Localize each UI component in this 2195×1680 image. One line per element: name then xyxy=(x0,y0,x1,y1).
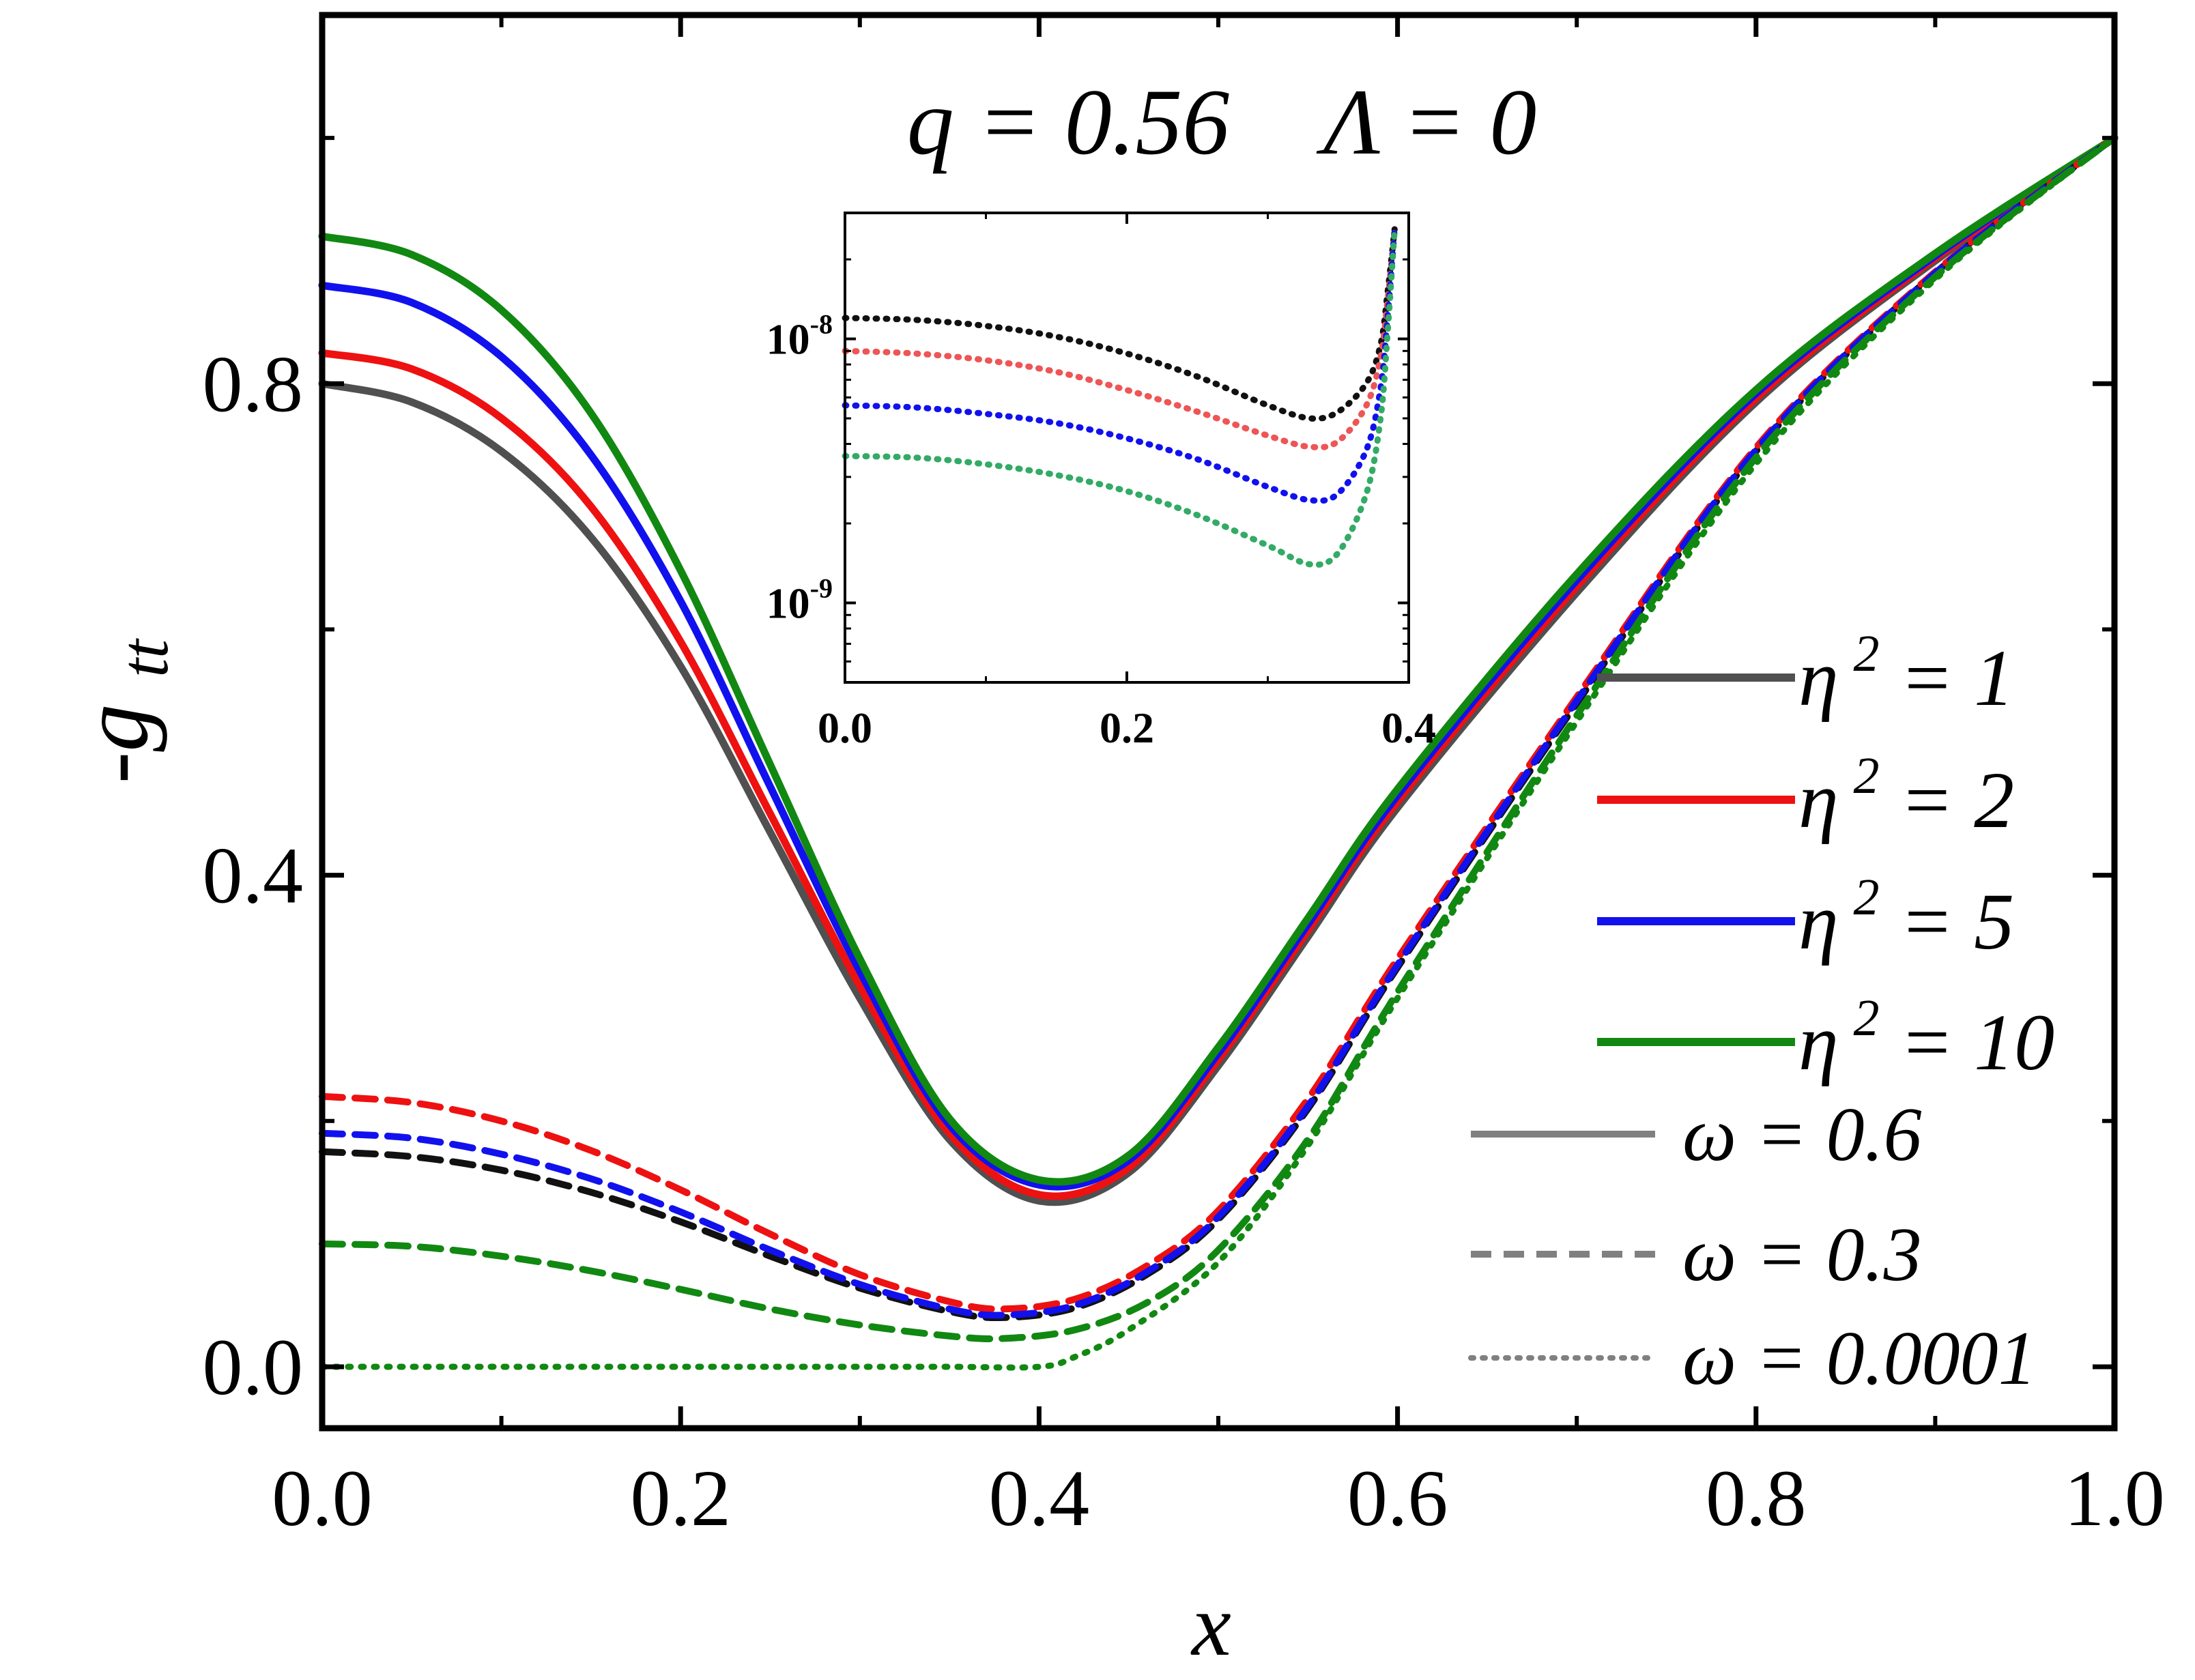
series-line-dashed-3 xyxy=(319,134,2118,1319)
legend-omega-label: ω = 0.6 xyxy=(1682,1092,1922,1177)
x-tick-label: 1.0 xyxy=(2064,1453,2165,1543)
y-tick-label: 0.0 xyxy=(203,1322,304,1412)
x-tick-label: 0.8 xyxy=(1706,1453,1807,1543)
series-line-dashed-2 xyxy=(319,134,2118,1313)
inset-x-tick-label: 0.0 xyxy=(818,704,872,752)
legend-eta-value: = 10 xyxy=(1880,998,2055,1087)
y-axis-label-subscript: tt xyxy=(106,638,182,678)
y-axis-label: -g xyxy=(62,704,168,784)
inset-series-line-4 xyxy=(842,226,1398,568)
inset-y-tick-exponent: -9 xyxy=(810,573,833,604)
inset-series-group xyxy=(842,226,1398,568)
inset-chart: 0.0 0.2 0.410-810-9 xyxy=(766,212,1436,752)
x-tick-label: 0.0 xyxy=(272,1453,373,1543)
series-line-solid-4 xyxy=(318,134,2119,1186)
legend-eta-value: = 5 xyxy=(1880,877,2015,966)
legend-eta-superscript: 2 xyxy=(1854,747,1880,805)
legend-omega-label: ω = 0.0001 xyxy=(1682,1316,2037,1401)
inset-axis-ticks: 0.0 0.2 0.410-810-9 xyxy=(766,213,1436,752)
legend-eta-value: = 1 xyxy=(1880,633,2015,723)
legend-eta-superscript: 2 xyxy=(1854,625,1880,682)
y-axis-label-group: -g tt xyxy=(62,638,182,783)
main-axis-ticks: 0.0 0.2 0.4 0.6 0.8 1.0 0.0 0.4 0.8 xyxy=(203,15,2165,1543)
legend-eta-superscript: 2 xyxy=(1854,869,1880,926)
x-tick-label: 0.2 xyxy=(630,1453,731,1543)
inset-y-tick-exponent: -8 xyxy=(810,309,833,340)
inset-y-tick-base: 10 xyxy=(766,579,810,628)
x-axis-label: x xyxy=(1190,1576,1231,1675)
x-tick-label: 0.4 xyxy=(989,1453,1090,1543)
inset-series-line-2 xyxy=(842,226,1398,451)
y-tick-label: 0.4 xyxy=(203,831,304,921)
chart-title: q = 0.56 Λ = 0 xyxy=(907,70,1537,174)
series-line-dashed-4 xyxy=(319,134,2118,1343)
inset-x-tick-label: 0.2 xyxy=(1100,704,1154,752)
main-series-group xyxy=(318,134,2119,1371)
y-tick-label: 0.8 xyxy=(203,339,304,429)
series-line-dotted-1 xyxy=(319,134,2118,1371)
legend-eta-value: = 2 xyxy=(1880,755,2015,845)
inset-y-tick-label: 10-9 xyxy=(766,573,833,628)
inset-y-tick-base: 10 xyxy=(766,315,810,364)
x-tick-label: 0.6 xyxy=(1347,1453,1448,1543)
inset-y-tick-label: 10-8 xyxy=(766,309,833,364)
inset-series-line-3 xyxy=(842,226,1398,504)
series-line-solid-2 xyxy=(318,134,2119,1200)
legend-eta-superscript: 2 xyxy=(1854,989,1880,1047)
inset-x-tick-label: 0.4 xyxy=(1381,704,1436,752)
legend-omega-label: ω = 0.3 xyxy=(1682,1213,1922,1297)
